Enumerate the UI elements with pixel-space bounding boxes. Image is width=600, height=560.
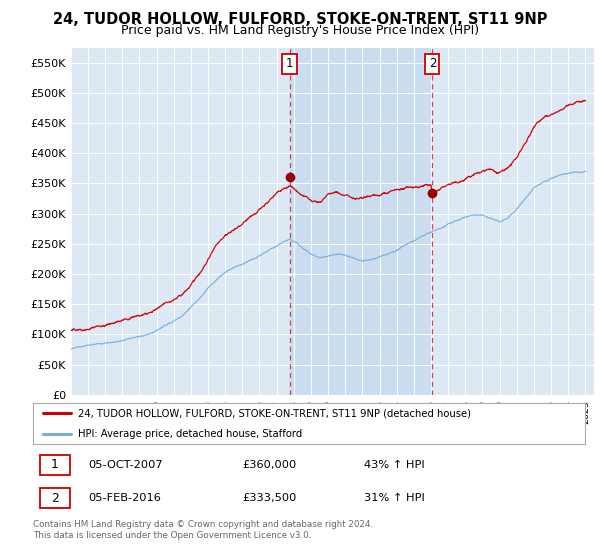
Text: HPI: Average price, detached house, Stafford: HPI: Average price, detached house, Staf… [78,429,302,439]
Text: Contains HM Land Registry data © Crown copyright and database right 2024.
This d: Contains HM Land Registry data © Crown c… [33,520,373,540]
Text: £333,500: £333,500 [243,493,297,503]
Text: 1: 1 [51,458,59,471]
Text: 31% ↑ HPI: 31% ↑ HPI [364,493,425,503]
Text: Price paid vs. HM Land Registry's House Price Index (HPI): Price paid vs. HM Land Registry's House … [121,24,479,37]
Bar [40,488,70,508]
Text: 2: 2 [51,492,59,505]
Bar [290,48,433,395]
Text: 24, TUDOR HOLLOW, FULFORD, STOKE-ON-TRENT, ST11 9NP: 24, TUDOR HOLLOW, FULFORD, STOKE-ON-TREN… [53,12,547,27]
Text: 05-FEB-2016: 05-FEB-2016 [88,493,161,503]
Text: 05-OCT-2007: 05-OCT-2007 [88,460,163,469]
Text: 1: 1 [286,58,293,71]
Text: 24, TUDOR HOLLOW, FULFORD, STOKE-ON-TRENT, ST11 9NP (detached house): 24, TUDOR HOLLOW, FULFORD, STOKE-ON-TREN… [78,408,471,418]
Text: £360,000: £360,000 [243,460,297,469]
Bar [40,455,70,474]
Text: 43% ↑ HPI: 43% ↑ HPI [364,460,425,469]
Text: 2: 2 [428,58,436,71]
